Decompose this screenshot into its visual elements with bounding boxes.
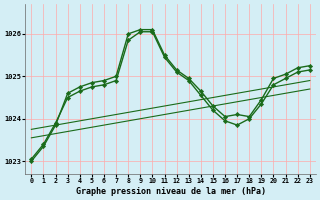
X-axis label: Graphe pression niveau de la mer (hPa): Graphe pression niveau de la mer (hPa) (76, 187, 266, 196)
